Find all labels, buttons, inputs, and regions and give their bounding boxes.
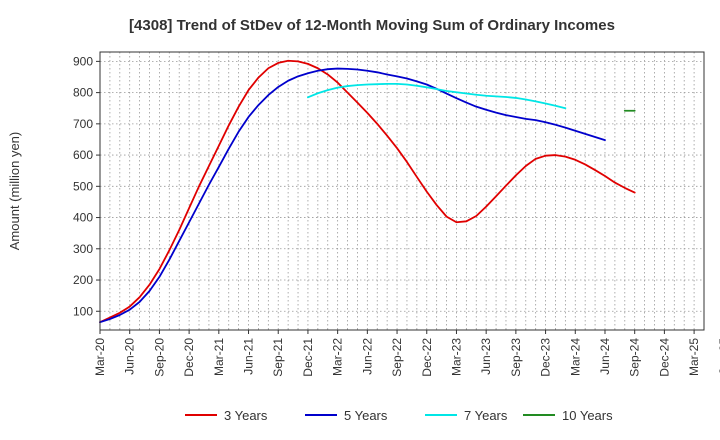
y-tick-label: 600 <box>73 148 93 162</box>
x-tick-label: Sep-21 <box>271 338 285 377</box>
y-tick-label: 900 <box>73 54 93 68</box>
x-tick-label: Mar-23 <box>449 338 463 376</box>
x-tick-label: Dec-20 <box>182 338 196 377</box>
series-layer <box>99 59 636 324</box>
chart-title: [4308] Trend of StDev of 12-Month Moving… <box>129 17 615 34</box>
legend-label-5-years: 5 Years <box>344 408 388 423</box>
legend-label-7-years: 7 Years <box>464 408 508 423</box>
series-line-7-years <box>307 82 567 110</box>
y-tick-label: 200 <box>73 273 93 287</box>
x-tick-label: Sep-22 <box>390 338 404 377</box>
x-tick-label: Sep-24 <box>628 338 642 377</box>
y-tick-label: 300 <box>73 242 93 256</box>
x-tick-label: Jun-24 <box>598 338 612 375</box>
plot-frame <box>99 51 705 331</box>
x-tick-label: Jun-22 <box>360 338 374 375</box>
x-tick-label: Dec-22 <box>420 338 434 377</box>
y-ticks: 100 200 300 400 500 600 700 800 900 <box>73 54 100 318</box>
x-tick-label: Jun-21 <box>242 338 256 375</box>
x-tick-label: Sep-20 <box>152 338 166 377</box>
x-tick-label: Jun-25 <box>717 338 720 375</box>
y-tick-label: 100 <box>73 304 93 318</box>
x-tick-label: Sep-23 <box>509 338 523 377</box>
series-line-5-years <box>99 67 606 324</box>
x-tick-label: Mar-20 <box>93 338 107 376</box>
y-axis-label: Amount (million yen) <box>7 132 22 251</box>
x-tick-label: Mar-21 <box>212 338 226 376</box>
y-tick-label: 800 <box>73 86 93 100</box>
x-tick-label: Dec-21 <box>301 338 315 377</box>
x-tick-label: Jun-23 <box>479 338 493 375</box>
x-tick-label: Dec-23 <box>539 338 553 377</box>
x-tick-label: Jun-20 <box>123 338 137 375</box>
x-tick-label: Mar-24 <box>568 338 582 376</box>
y-tick-label: 400 <box>73 211 93 225</box>
grid <box>100 52 704 330</box>
legend-label-3-years: 3 Years <box>224 408 268 423</box>
legend: 3 Years 5 Years 7 Years 10 Years <box>185 408 613 423</box>
x-tick-label: Mar-22 <box>331 338 345 376</box>
x-tick-label: Dec-24 <box>657 338 671 377</box>
x-ticks: Mar-20 Jun-20 Sep-20 Dec-20 Mar-21 Jun-21 Sep-… <box>93 330 720 377</box>
y-tick-label: 700 <box>73 117 93 131</box>
series-line-3-years <box>99 59 636 324</box>
x-tick-label: Mar-25 <box>687 338 701 376</box>
legend-label-10-years: 10 Years <box>562 408 613 423</box>
y-tick-label: 500 <box>73 179 93 193</box>
